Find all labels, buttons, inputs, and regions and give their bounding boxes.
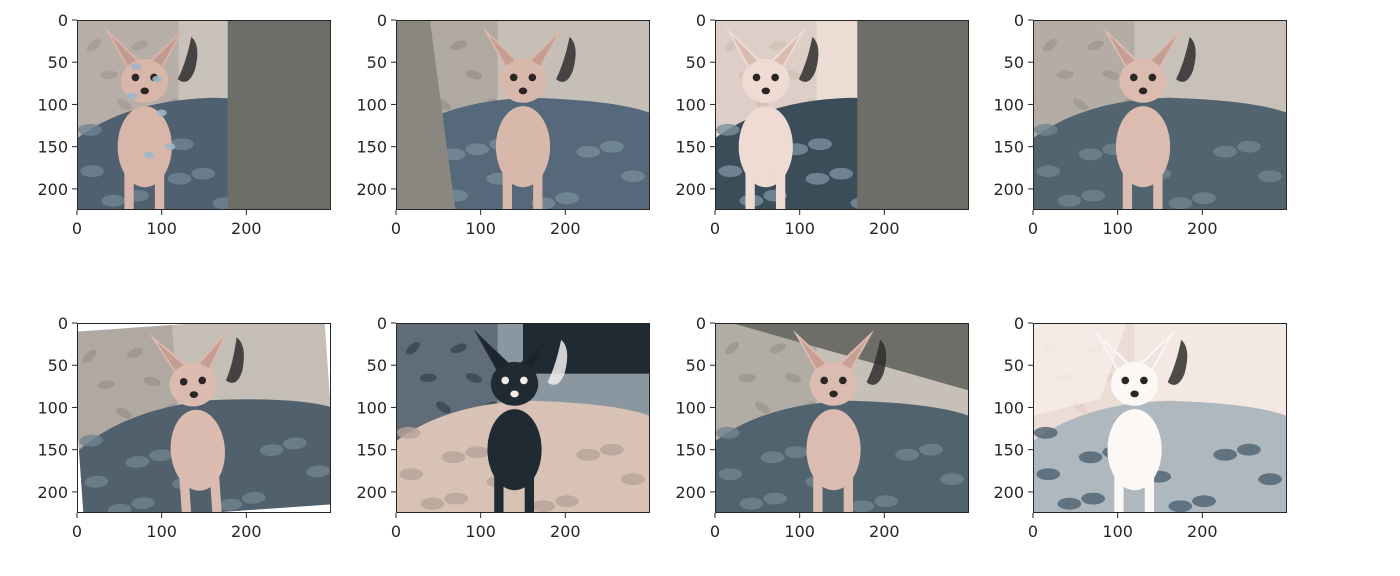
subplot-5-ytick-label-0: 0 xyxy=(58,314,68,333)
subplot-3-frame xyxy=(715,20,969,210)
subplot-5-frame xyxy=(77,323,331,513)
subplot-6-ytick-label-100: 100 xyxy=(356,398,387,417)
subplot-3-ytick-label-0: 0 xyxy=(696,11,706,30)
subplot-8-ytick-label-200: 200 xyxy=(993,483,1024,502)
subplot-5-xtick-label-200: 200 xyxy=(231,522,262,541)
subplot-1-ytick-label-50: 50 xyxy=(48,53,68,72)
subplot-8-ytick-label-150: 150 xyxy=(993,441,1024,460)
subplot-3-image xyxy=(715,20,969,210)
subplot-7-ytick-label-50: 50 xyxy=(686,356,706,375)
subplot-8: 0 100 200 0 50 100 150 200 xyxy=(993,314,1287,541)
subplot-4-frame xyxy=(1033,20,1287,210)
subplot-1-xtick-label-100: 100 xyxy=(146,219,177,238)
subplot-1-frame xyxy=(77,20,331,210)
subplot-1-ytick-label-0: 0 xyxy=(58,11,68,30)
subplot-3-ytick-label-100: 100 xyxy=(675,95,706,114)
subplot-6-ytick-label-0: 0 xyxy=(377,314,387,333)
subplot-6-frame xyxy=(396,323,650,513)
subplot-2-xtick-label-200: 200 xyxy=(550,219,581,238)
subplot-6-xtick-label-200: 200 xyxy=(550,522,581,541)
subplot-5-ytick-label-100: 100 xyxy=(37,398,68,417)
subplot-1-image xyxy=(77,20,331,210)
subplot-7-image xyxy=(715,323,969,513)
subplot-6-ytick-label-50: 50 xyxy=(367,356,387,375)
subplot-7-frame xyxy=(715,323,969,513)
subplot-3-ytick-label-50: 50 xyxy=(686,53,706,72)
subplot-8-image xyxy=(1033,323,1287,513)
subplot-2-ytick-label-200: 200 xyxy=(356,180,387,199)
subplot-1: 0 100 200 0 50 100 150 200 xyxy=(37,11,331,238)
subplot-6-xtick-label-100: 100 xyxy=(465,522,496,541)
subplot-2-ytick-label-0: 0 xyxy=(377,11,387,30)
subplot-5-ytick-label-150: 150 xyxy=(37,441,68,460)
subplot-8-xtick-label-200: 200 xyxy=(1187,522,1218,541)
subplot-1-xtick-label-0: 0 xyxy=(72,219,82,238)
subplot-1-xtick-label-200: 200 xyxy=(231,219,262,238)
subplot-3-xtick-label-200: 200 xyxy=(869,219,900,238)
subplot-7-ytick-label-150: 150 xyxy=(675,441,706,460)
subplot-6-image xyxy=(396,323,650,513)
subplot-5-image xyxy=(77,323,331,513)
subplot-6-xtick-label-0: 0 xyxy=(391,522,401,541)
subplot-2-image xyxy=(396,20,650,210)
subplot-8-ytick-label-50: 50 xyxy=(1004,356,1024,375)
subplot-1-ytick-label-100: 100 xyxy=(37,95,68,114)
subplot-2: 0 100 200 0 50 100 150 200 xyxy=(356,11,650,238)
subplot-3-xtick-label-0: 0 xyxy=(710,219,720,238)
subplot-8-frame xyxy=(1033,323,1287,513)
subplot-7-xtick-label-0: 0 xyxy=(710,522,720,541)
subplot-2-xtick-label-100: 100 xyxy=(465,219,496,238)
subplot-4: 0 100 200 0 50 100 150 200 xyxy=(993,11,1287,238)
subplot-5-ytick-label-200: 200 xyxy=(37,483,68,502)
subplot-4-ytick-label-150: 150 xyxy=(993,138,1024,157)
subplot-5-xtick-label-100: 100 xyxy=(146,522,177,541)
subplot-1-ytick-label-150: 150 xyxy=(37,138,68,157)
subplot-2-xtick-label-0: 0 xyxy=(391,219,401,238)
subplot-5: 0 100 200 0 50 100 150 200 xyxy=(37,314,331,541)
subplot-7-ytick-label-100: 100 xyxy=(675,398,706,417)
subplot-4-ytick-label-100: 100 xyxy=(993,95,1024,114)
subplot-6-ytick-label-200: 200 xyxy=(356,483,387,502)
subplot-6-ytick-label-150: 150 xyxy=(356,441,387,460)
subplot-7: 0 100 200 0 50 100 150 200 xyxy=(675,314,969,541)
subplot-4-image xyxy=(1033,20,1287,210)
subplot-4-ytick-label-0: 0 xyxy=(1014,11,1024,30)
subplot-2-ytick-label-50: 50 xyxy=(367,53,387,72)
subplot-8-xtick-label-0: 0 xyxy=(1028,522,1038,541)
subplot-8-ytick-label-0: 0 xyxy=(1014,314,1024,333)
subplot-2-frame xyxy=(396,20,650,210)
subplot-7-ytick-label-0: 0 xyxy=(696,314,706,333)
subplot-8-ytick-label-100: 100 xyxy=(993,398,1024,417)
subplot-4-xtick-label-200: 200 xyxy=(1187,219,1218,238)
subplot-5-xtick-label-0: 0 xyxy=(72,522,82,541)
subplot-4-ytick-label-200: 200 xyxy=(993,180,1024,199)
subplot-1-ytick-label-200: 200 xyxy=(37,180,68,199)
subplot-8-xtick-label-100: 100 xyxy=(1102,522,1133,541)
subplot-2-ytick-label-100: 100 xyxy=(356,95,387,114)
subplot-7-ytick-label-200: 200 xyxy=(675,483,706,502)
subplot-5-ytick-label-50: 50 xyxy=(48,356,68,375)
subplot-6: 0 100 200 0 50 100 150 200 xyxy=(356,314,650,541)
subplot-3: 0 100 200 0 50 100 150 200 xyxy=(675,11,969,238)
subplot-7-xtick-label-200: 200 xyxy=(869,522,900,541)
subplot-3-ytick-label-150: 150 xyxy=(675,138,706,157)
subplot-4-ytick-label-50: 50 xyxy=(1004,53,1024,72)
subplot-3-xtick-label-100: 100 xyxy=(784,219,815,238)
subplot-2-ytick-label-150: 150 xyxy=(356,138,387,157)
subplot-4-xtick-label-100: 100 xyxy=(1102,219,1133,238)
subplot-3-ytick-label-200: 200 xyxy=(675,180,706,199)
subplot-7-xtick-label-100: 100 xyxy=(784,522,815,541)
subplot-4-xtick-label-0: 0 xyxy=(1028,219,1038,238)
